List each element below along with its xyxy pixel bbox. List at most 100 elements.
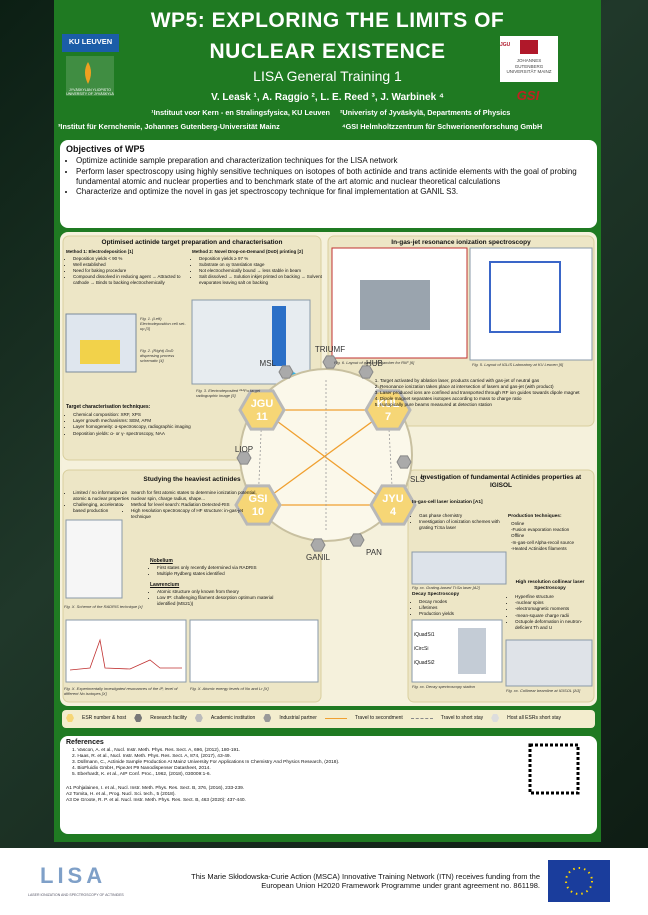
list-item: -In-gas-cell Alpha-recoil source — [511, 539, 575, 545]
eu-flag — [548, 860, 610, 902]
list-item: First states only recently determined vi… — [157, 565, 277, 571]
legend-icon — [263, 714, 272, 722]
partner-hexagon — [396, 455, 412, 469]
list-item: High resolution spectroscopy of HF struc… — [131, 508, 261, 519]
legend-label: Industrial partner — [279, 714, 317, 721]
hub-hexagon — [364, 389, 412, 431]
list-item: Method for level search: Radiation Detec… — [131, 502, 261, 508]
partner-label: LIOP — [235, 445, 253, 454]
objectives-box — [60, 140, 597, 228]
list-item: Investigation of ionization schemes with… — [419, 519, 507, 530]
title: WP5: EXPLORING THE LIMITS OF — [150, 9, 505, 32]
subheading: Decay Spectroscopy — [412, 592, 460, 597]
hub-number: 7 — [385, 411, 391, 423]
ku-leuven-logo-box — [62, 34, 119, 52]
list-item: Decay modes — [419, 599, 507, 605]
hub-number: 11 — [256, 411, 268, 423]
affiliation: ²Univeristy of Jyväskylä, Departments of… — [340, 108, 511, 117]
list-item: -Heated Actinides filaments — [511, 545, 567, 551]
references-title: References — [66, 739, 104, 746]
resonance-plot — [65, 619, 187, 683]
caption: Fig. X. Experimentally investigated reso… — [64, 686, 178, 696]
partner-label: HUB — [366, 359, 383, 368]
hub-hexagon — [234, 484, 282, 526]
list-item: Offline — [511, 533, 525, 539]
list-item: Well established — [73, 262, 193, 268]
list-item: A3 De Groote, R. P. et al. Nucl. Instr. … — [66, 797, 246, 803]
list-item: Salt dissolved → Solution inkjet printed… — [199, 274, 324, 285]
subheading: Nobelium — [150, 558, 173, 564]
caption: Fig. 6. Layout of gas-cell chamber for R… — [334, 360, 415, 365]
caption: Fig. xx. Collinear beamline at IGISOL [A… — [506, 688, 581, 693]
hub-label: KUL — [377, 398, 400, 410]
list-item: Deposition yields ≥ 97 % — [199, 256, 324, 262]
authors: V. Leask ¹, A. Raggio ², L. E. Reed ³, J… — [211, 92, 444, 103]
list-item: Gas phase chemistry — [419, 513, 507, 519]
references-list: A1 Pohjalainen, I. et al., Nucl. Instr. … — [66, 786, 516, 804]
list-item: -electromagnetic moments — [515, 606, 599, 612]
hub-label: GSI — [249, 493, 268, 505]
radris-figure — [65, 519, 123, 599]
gascell-list: Gas phase chemistryInvestigation of ioni… — [412, 513, 507, 531]
lisa-logo: LISA — [40, 863, 107, 888]
legend-label: Academic institution — [210, 714, 256, 721]
figure-detail — [272, 306, 286, 366]
hub-label: JYU — [382, 493, 403, 505]
caption: Fig. xx. Grating-based Ti:Sa laser [A2] — [412, 585, 480, 590]
ku-leuven-logo: KU LEUVEN — [68, 37, 113, 46]
legend-label: ESR number & host — [82, 714, 127, 721]
list-item: Isotopically pure beams measured at dete… — [380, 402, 600, 408]
subheading: High resolution collinear laser Spectros… — [515, 580, 585, 591]
method-list: Deposition yields < 90 %Well established… — [66, 256, 193, 286]
figure-detail — [489, 261, 561, 333]
list-item: Deposition yields < 90 % — [73, 256, 193, 262]
list-item: Online — [511, 521, 525, 526]
section-title: Investigation of fundamental Actinides p… — [420, 474, 582, 490]
list-item: Production yields — [419, 611, 507, 617]
heaviest-list: Search for first atomic states to determ… — [124, 490, 261, 520]
levels-plot — [189, 619, 319, 683]
hub-hexagon — [238, 389, 286, 431]
jgu-name: JOHANNES GUTENBERG UNIVERSITÄT MAINZ — [506, 58, 552, 75]
techniques-title: Target characterisation techniques: — [66, 404, 151, 410]
list-item: Laser produced ions are confined and tra… — [380, 390, 600, 396]
caption: Fig. 5. Layout of IGLIS Laboratory at KU… — [472, 362, 564, 367]
subheading: In-gas-cell laser ionization [A1] — [412, 500, 483, 505]
list-item: -mean-square charge radii — [515, 613, 599, 619]
hub-label: JGU — [251, 398, 274, 410]
heaviest-list: Limited / no information on atomic & nuc… — [66, 490, 129, 514]
legend-icon — [491, 714, 500, 722]
list-item: Low IP: challenging filament desorption … — [157, 595, 287, 606]
lisa-subtitle: LASER IONIZATION AND SPECTROSCOPY OF ACT… — [28, 893, 124, 897]
subheading: Production techniques: — [508, 514, 562, 519]
list-item: Characterize and optimize the novel in g… — [76, 187, 601, 197]
collinear-figure — [505, 639, 593, 687]
caption: Fig. 3. Electrodeposited ²⁴⁴Pu target ra… — [196, 388, 261, 398]
partner-hexagon — [278, 365, 294, 379]
legend-icon — [194, 714, 203, 722]
legend-label: Travel to secondment — [354, 714, 403, 721]
caption: Fig. X. Scheme of the RADRIS technique [… — [64, 604, 143, 609]
legend-bar — [62, 710, 595, 728]
techniques-list: Chemical composition: XRF, XPSLayer grow… — [66, 412, 228, 437]
list-item: Challenging, accelerator-based productio… — [73, 502, 129, 513]
list-item: A1 Pohjalainen, I. et al., Nucl. Instr. … — [66, 786, 245, 791]
decay-list: Decay modesLifetimesProduction yields — [412, 599, 507, 618]
collinear-list: Hyperfine structure-nuclear spins-electr… — [508, 594, 599, 631]
gasjet-list: Target activated by ablation laser, prod… — [370, 378, 600, 407]
affiliation: ³Institut für Kernchemie, Johannes Guten… — [58, 122, 280, 131]
list-item: Layer growth mechanisms: SEM, AFM — [73, 418, 228, 424]
lawrencium-list: Atomic structure only known from theoryL… — [150, 589, 287, 607]
travel-arrow — [257, 409, 389, 506]
legend-icon — [66, 714, 74, 722]
list-item: Layer homogeneity: α-spectroscopy, radio… — [73, 424, 228, 430]
legend-icon — [410, 717, 433, 719]
detector-label: iQuadSi2 — [414, 660, 435, 666]
list-item: A2 Tomita, H. et al., Prog. Nucl. Sci. t… — [66, 791, 176, 797]
list-item: Multiple Rydberg states identified — [157, 571, 277, 577]
jyu-flame — [85, 62, 91, 84]
list-item: Lifetimes — [419, 605, 507, 611]
list-item: Compound dissolved in reducing agent → A… — [73, 274, 193, 285]
